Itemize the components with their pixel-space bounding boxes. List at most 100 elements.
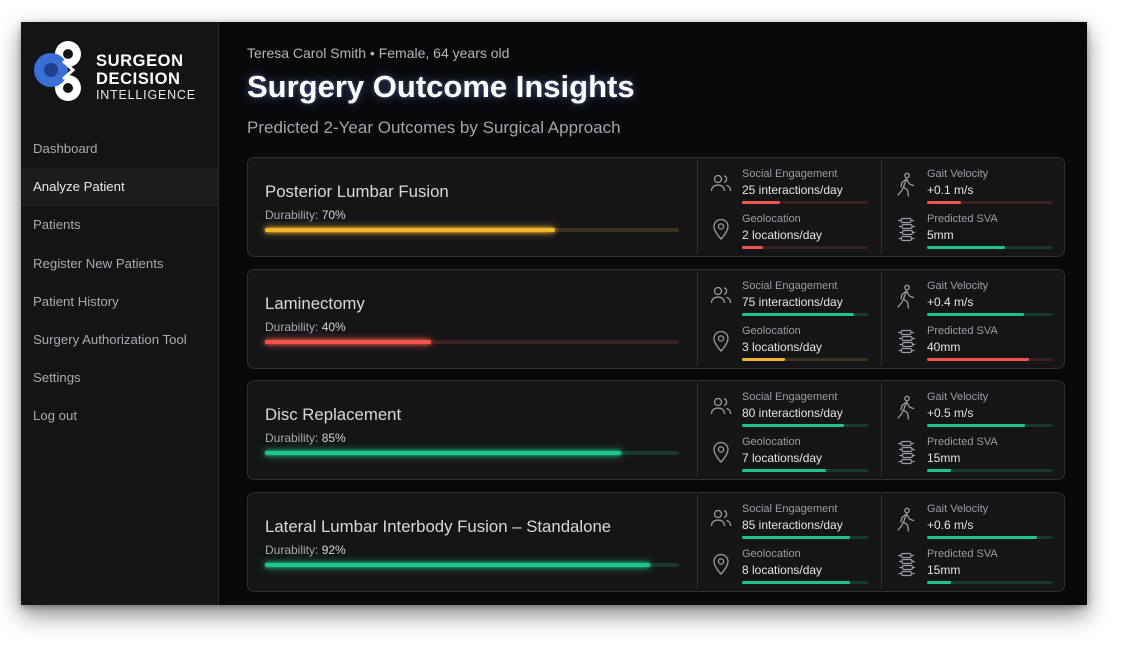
durability-bar-track xyxy=(265,340,679,344)
metric-geo: Geolocation 8 locations/day xyxy=(710,548,868,588)
metric-bar-fill xyxy=(927,201,962,204)
metric-value: 80 interactions/day xyxy=(742,406,843,420)
metric-social: Social Engagement 80 interactions/day xyxy=(710,391,868,431)
metric-label: Predicted SVA xyxy=(927,213,998,225)
metric-bar-fill xyxy=(927,581,951,584)
approach-summary: Posterior Lumbar Fusion Durability: 70% xyxy=(248,158,697,256)
durability-value: 85% xyxy=(321,431,346,445)
outcome-card[interactable]: Laminectomy Durability: 40% Social Engagem… xyxy=(247,269,1065,369)
brand-logo[interactable]: SURGEON DECISION INTELLIGENCE xyxy=(31,32,211,108)
metric-bar-fill xyxy=(742,424,845,427)
metric-sva: Predicted SVA 15mm xyxy=(895,436,1053,476)
people-icon xyxy=(710,284,732,308)
sidebar-item-patient-history[interactable]: Patient History xyxy=(33,293,119,309)
spine-icon xyxy=(895,329,917,354)
metric-label: Geolocation xyxy=(742,436,801,448)
metric-sva: Predicted SVA 15mm xyxy=(895,548,1053,588)
metric-bar-fill xyxy=(742,313,855,316)
brand-line-3: INTELLIGENCE xyxy=(96,88,196,102)
people-icon xyxy=(710,395,732,419)
metric-label: Gait Velocity xyxy=(927,168,989,180)
brand-line-1: SURGEON xyxy=(96,52,184,70)
metric-bar-track xyxy=(742,246,868,249)
metric-label: Gait Velocity xyxy=(927,391,989,403)
durability-bar-fill xyxy=(265,340,431,344)
metric-bar-track xyxy=(927,313,1053,316)
metric-bar-fill xyxy=(742,536,851,539)
metric-bar-fill xyxy=(927,536,1037,539)
metric-label: Gait Velocity xyxy=(927,503,989,515)
durability-label-text: Durability: xyxy=(265,320,319,334)
durability-value: 40% xyxy=(321,320,346,334)
metric-social: Social Engagement 25 interactions/day xyxy=(710,168,868,208)
durability-label-text: Durability: xyxy=(265,208,319,222)
durability-value: 92% xyxy=(321,543,346,557)
outcome-card[interactable]: Disc Replacement Durability: 85% Social En… xyxy=(247,380,1065,480)
sidebar-item-surgery-authorization-tool[interactable]: Surgery Authorization Tool xyxy=(33,331,187,347)
metric-bar-track xyxy=(742,581,868,584)
approach-name: Disc Replacement xyxy=(265,405,402,424)
metric-social: Social Engagement 75 interactions/day xyxy=(710,280,868,320)
patient-summary: Teresa Carol Smith • Female, 64 years ol… xyxy=(247,45,510,61)
metric-geo: Geolocation 2 locations/day xyxy=(710,213,868,253)
walk-icon xyxy=(895,507,917,532)
durability-bar-track xyxy=(265,451,679,455)
metric-value: 25 interactions/day xyxy=(742,183,843,197)
brand-wordmark: SURGEON DECISION INTELLIGENCE xyxy=(96,52,196,103)
metric-sva: Predicted SVA 40mm xyxy=(895,325,1053,365)
outcome-card[interactable]: Lateral Lumbar Interbody Fusion – Standa… xyxy=(247,492,1065,592)
divider xyxy=(881,495,882,589)
divider xyxy=(697,272,698,366)
durability-label: Durability: 40% xyxy=(265,320,346,334)
sidebar-item-settings[interactable]: Settings xyxy=(33,370,81,386)
spine-icon xyxy=(895,552,917,577)
approach-name: Posterior Lumbar Fusion xyxy=(265,182,449,201)
metric-label: Social Engagement xyxy=(742,503,838,515)
outcome-card[interactable]: Posterior Lumbar Fusion Durability: 70% So… xyxy=(247,157,1065,257)
approach-summary: Laminectomy Durability: 40% xyxy=(248,270,697,368)
sidebar-item-analyze-patient[interactable]: Analyze Patient xyxy=(21,168,218,207)
metric-label: Social Engagement xyxy=(742,391,838,403)
durability-bar-fill xyxy=(265,563,651,567)
metric-label: Predicted SVA xyxy=(927,548,998,560)
durability-label-text: Durability: xyxy=(265,431,319,445)
metric-bar-track xyxy=(927,536,1053,539)
metric-bar-track xyxy=(742,201,868,204)
metric-value: 8 locations/day xyxy=(742,563,823,577)
metric-value: 7 locations/day xyxy=(742,451,823,465)
metric-bar-fill xyxy=(742,469,827,472)
metric-bar-track xyxy=(927,246,1053,249)
metric-label: Social Engagement xyxy=(742,280,838,292)
metric-bar-track xyxy=(742,469,868,472)
sidebar-item-patients[interactable]: Patients xyxy=(33,217,81,233)
app-window: SURGEON DECISION INTELLIGENCE Dashboard … xyxy=(21,22,1087,605)
durability-bar-track xyxy=(265,228,679,232)
metric-value: 3 locations/day xyxy=(742,340,823,354)
metric-gait: Gait Velocity +0.1 m/s xyxy=(895,168,1053,208)
sidebar-nav: Dashboard Analyze Patient Patients Regis… xyxy=(21,130,218,436)
metric-bar-fill xyxy=(927,313,1025,316)
divider xyxy=(881,160,882,254)
sidebar-item-register-new-patients[interactable]: Register New Patients xyxy=(33,255,164,271)
spine-icon xyxy=(895,217,917,242)
metric-label: Predicted SVA xyxy=(927,436,998,448)
metric-bar-track xyxy=(742,424,868,427)
brand-line-2: DECISION xyxy=(96,70,181,88)
metric-bar-track xyxy=(927,358,1053,361)
durability-label: Durability: 85% xyxy=(265,431,346,445)
approach-summary: Lateral Lumbar Interbody Fusion – Standa… xyxy=(248,493,697,591)
sidebar-item-log-out[interactable]: Log out xyxy=(33,408,77,424)
spine-icon xyxy=(895,440,917,465)
metric-geo: Geolocation 7 locations/day xyxy=(710,436,868,476)
sidebar-item-dashboard[interactable]: Dashboard xyxy=(33,141,98,156)
durability-value: 70% xyxy=(321,208,346,222)
metric-value: +0.4 m/s xyxy=(927,295,974,309)
metric-bar-fill xyxy=(927,424,1026,427)
metric-value: 40mm xyxy=(927,340,961,354)
divider xyxy=(697,383,698,477)
people-icon xyxy=(710,172,732,196)
metric-geo: Geolocation 3 locations/day xyxy=(710,325,868,365)
people-icon xyxy=(710,507,732,531)
durability-bar-track xyxy=(265,563,679,567)
divider xyxy=(697,160,698,254)
